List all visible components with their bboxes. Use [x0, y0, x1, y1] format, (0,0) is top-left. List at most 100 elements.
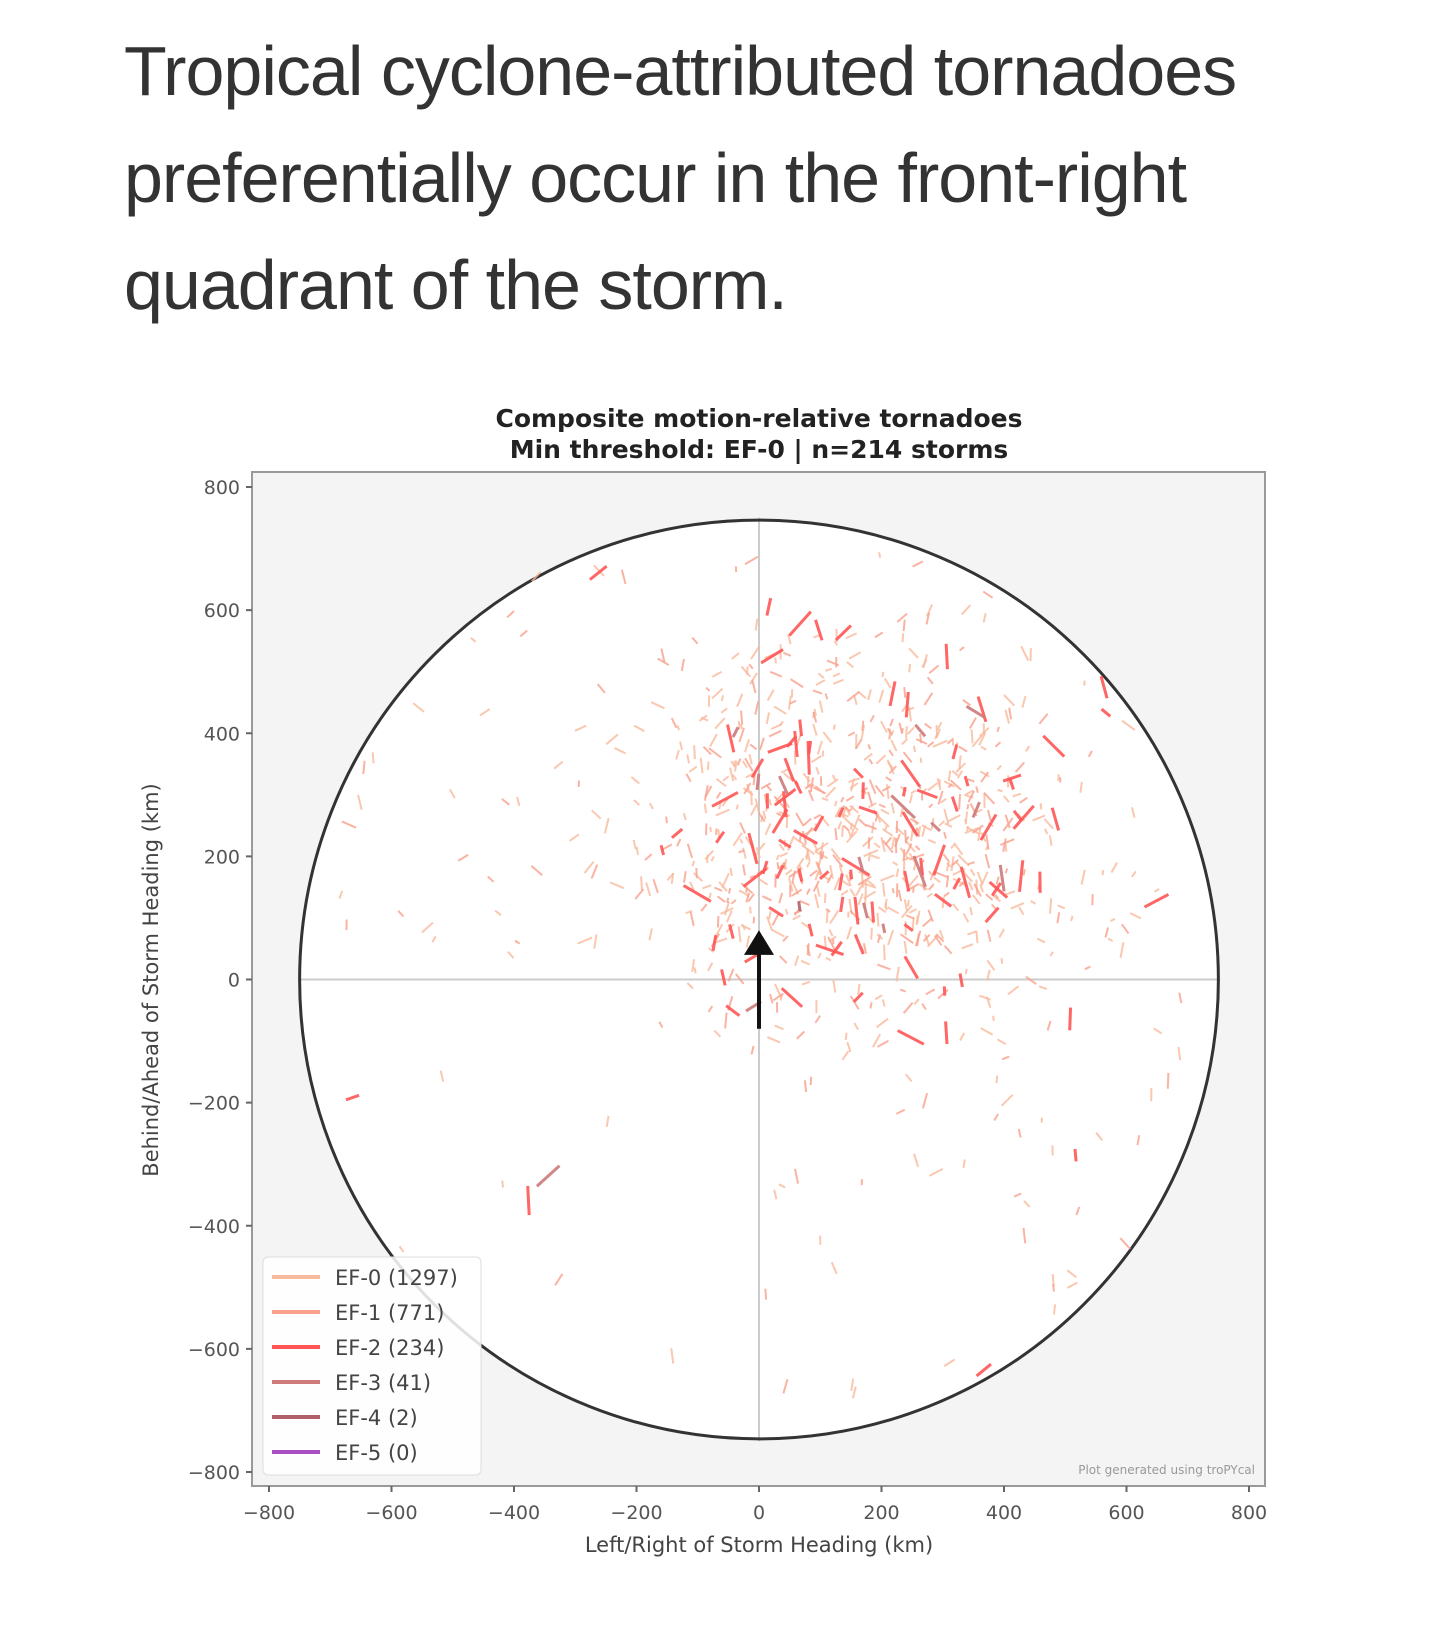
tornado-track	[850, 828, 855, 837]
tornado-track	[729, 867, 733, 877]
tornado-track	[957, 854, 970, 867]
tornado-track	[985, 893, 994, 901]
tornado-track	[720, 969, 727, 986]
tornado-track	[794, 955, 800, 967]
tornado-track	[514, 939, 521, 945]
tornado-track	[739, 710, 744, 725]
tornado-track	[779, 995, 783, 1001]
tornado-track	[926, 676, 934, 685]
tornado-track	[815, 766, 820, 775]
tornado-track	[905, 914, 915, 920]
tornado-track	[724, 901, 730, 916]
tornado-track	[771, 912, 780, 926]
tornado-track	[703, 785, 709, 801]
tornado-track	[750, 804, 758, 816]
tornado-track	[943, 945, 953, 955]
tornado-track	[983, 791, 996, 805]
tornado-track	[874, 631, 884, 639]
tornado-track	[799, 899, 810, 906]
credit-text: Plot generated using troPYcal	[1078, 1463, 1255, 1477]
tornado-track	[822, 731, 833, 744]
tornado-track	[887, 761, 894, 770]
tornado-track	[1068, 1007, 1073, 1031]
tornado-track	[729, 767, 735, 782]
tornado-track	[689, 911, 695, 927]
tornado-track	[838, 873, 844, 891]
legend-label: EF-3 (41)	[335, 1371, 431, 1395]
tornado-track	[967, 790, 975, 803]
tornado-track	[1119, 941, 1125, 958]
tornado-track	[700, 903, 708, 912]
tornado-track	[784, 908, 789, 915]
x-tick-label: 200	[863, 1502, 899, 1524]
tornado-track	[996, 726, 1000, 733]
tornado-track	[1004, 868, 1009, 874]
tornado-track	[793, 780, 803, 795]
tornado-track	[740, 924, 752, 931]
tornado-track	[826, 874, 833, 884]
tornado-track	[972, 824, 984, 834]
tornado-track	[501, 798, 510, 806]
tornado-track	[858, 818, 868, 828]
tornado-track	[1021, 695, 1027, 708]
tornado-track	[501, 1180, 505, 1188]
tornado-track	[805, 849, 810, 859]
tornado-track	[857, 893, 864, 906]
tornado-track	[901, 786, 907, 797]
tornado-track	[1012, 804, 1035, 830]
tornado-track	[1050, 807, 1061, 831]
tornado-track	[1153, 1027, 1163, 1035]
tornado-track	[868, 779, 877, 795]
tornado-track	[810, 755, 822, 764]
tornado-track	[783, 772, 793, 782]
tornado-track	[398, 1245, 405, 1253]
chart-title: Composite motion-relative tornadoes	[495, 404, 1022, 433]
x-tick-label: 0	[753, 1502, 765, 1524]
tornado-track	[1043, 818, 1054, 830]
tornado-track	[863, 752, 873, 761]
tornado-track	[912, 745, 917, 753]
tornado-track	[903, 940, 908, 954]
tornado-track	[789, 699, 797, 705]
tornado-track	[806, 861, 811, 868]
tornado-track	[764, 1288, 768, 1300]
tornado-track	[776, 862, 780, 869]
tornado-track	[707, 962, 714, 972]
tornado-track	[645, 882, 652, 897]
tornado-track	[955, 762, 967, 773]
tornado-track	[1022, 1227, 1027, 1244]
tornado-track	[940, 798, 947, 804]
tornado-track	[979, 770, 990, 778]
tornado-track	[691, 636, 699, 645]
tornado-track	[1002, 838, 1007, 853]
tornado-track	[908, 908, 918, 914]
tornado-track	[944, 822, 953, 828]
tornado-track	[927, 741, 935, 748]
tornado-track	[845, 632, 858, 640]
tornado-track	[531, 571, 542, 582]
tornado-track	[809, 777, 815, 793]
tornado-track	[901, 728, 904, 734]
tornado-track	[991, 903, 997, 910]
tornado-track	[904, 691, 910, 718]
tornado-track	[815, 679, 826, 686]
tornado-track	[738, 849, 745, 854]
tornado-track	[829, 910, 840, 925]
tornado-track	[1013, 1192, 1022, 1198]
tornado-track	[841, 857, 871, 877]
tornado-track	[749, 906, 752, 914]
tornado-track	[1049, 951, 1054, 957]
tornado-track	[765, 712, 770, 724]
tornado-track	[878, 689, 885, 704]
tornado-track	[887, 906, 900, 915]
legend: EF-0 (1297) EF-1 (771) EF-2 (234) EF-3 (41)…	[262, 1256, 482, 1476]
tornado-track	[1000, 958, 1004, 964]
tornado-track	[998, 928, 1005, 938]
tornado-track	[554, 1273, 564, 1286]
tornado-track	[942, 853, 950, 862]
tornado-track	[1052, 1283, 1055, 1292]
tornado-track	[944, 1021, 949, 1045]
tornado-track	[768, 729, 782, 738]
tornado-track	[797, 901, 802, 912]
tornado-track	[938, 929, 945, 940]
